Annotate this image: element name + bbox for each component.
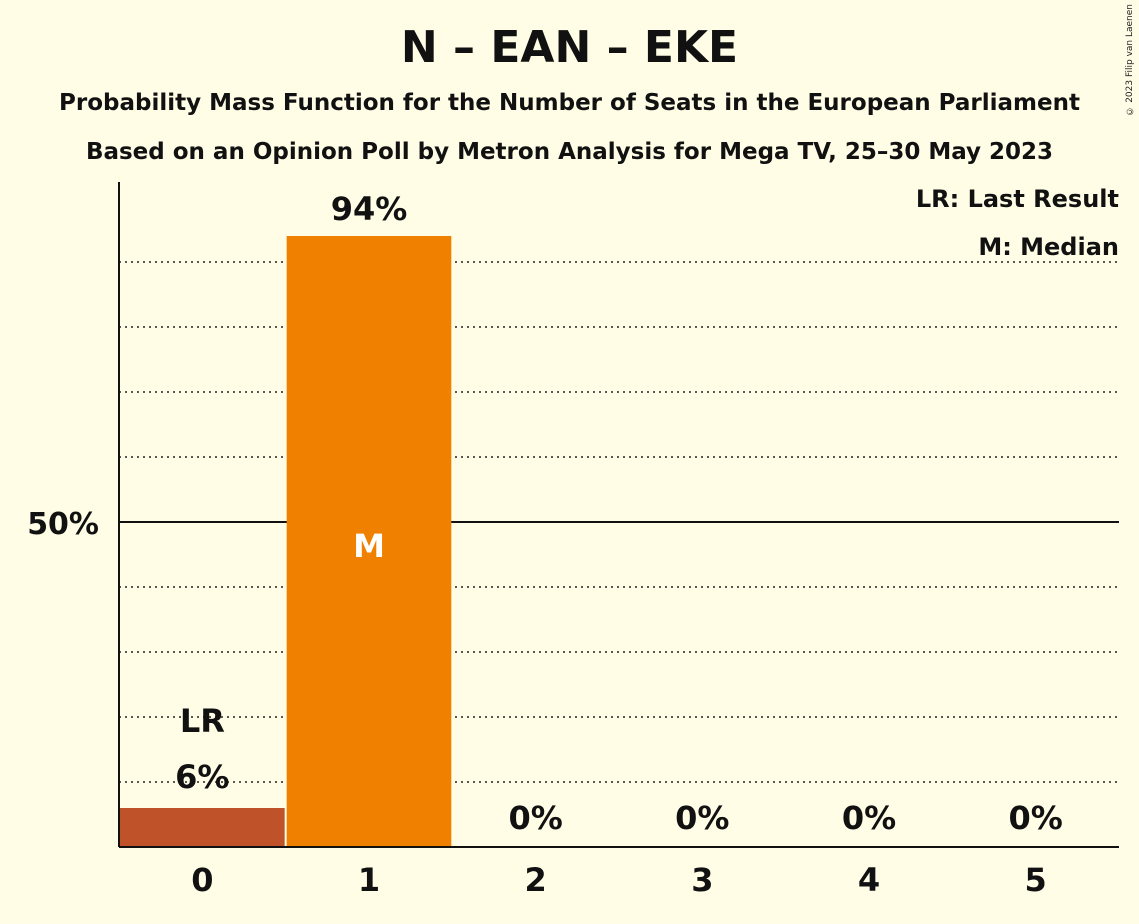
chart-title: N – EAN – EKE	[400, 22, 739, 73]
value-label-5: 0%	[1009, 799, 1063, 837]
value-label-4: 0%	[842, 799, 896, 837]
bar-0	[120, 808, 285, 847]
value-label-2: 0%	[509, 799, 563, 837]
y-tick-label-50: 50%	[27, 507, 99, 542]
legend-last-result: LR: Last Result	[915, 185, 1119, 213]
legend-median: M: Median	[978, 233, 1119, 261]
value-label-3: 0%	[675, 799, 729, 837]
x-tick-label-4: 4	[858, 861, 880, 899]
median-marker: M	[353, 527, 385, 565]
x-tick-label-3: 3	[691, 861, 713, 899]
x-tick-label-5: 5	[1025, 861, 1047, 899]
value-label-1: 94%	[331, 190, 408, 228]
chart-subtitle: Probability Mass Function for the Number…	[59, 90, 1080, 116]
x-tick-label-1: 1	[358, 861, 380, 899]
value-label-0: 6%	[175, 758, 229, 796]
x-tick-label-2: 2	[525, 861, 547, 899]
bar-1	[286, 236, 452, 847]
chart-source-line: Based on an Opinion Poll by Metron Analy…	[85, 139, 1054, 165]
x-tick-label-0: 0	[191, 861, 213, 899]
last-result-marker: LR	[180, 702, 225, 740]
